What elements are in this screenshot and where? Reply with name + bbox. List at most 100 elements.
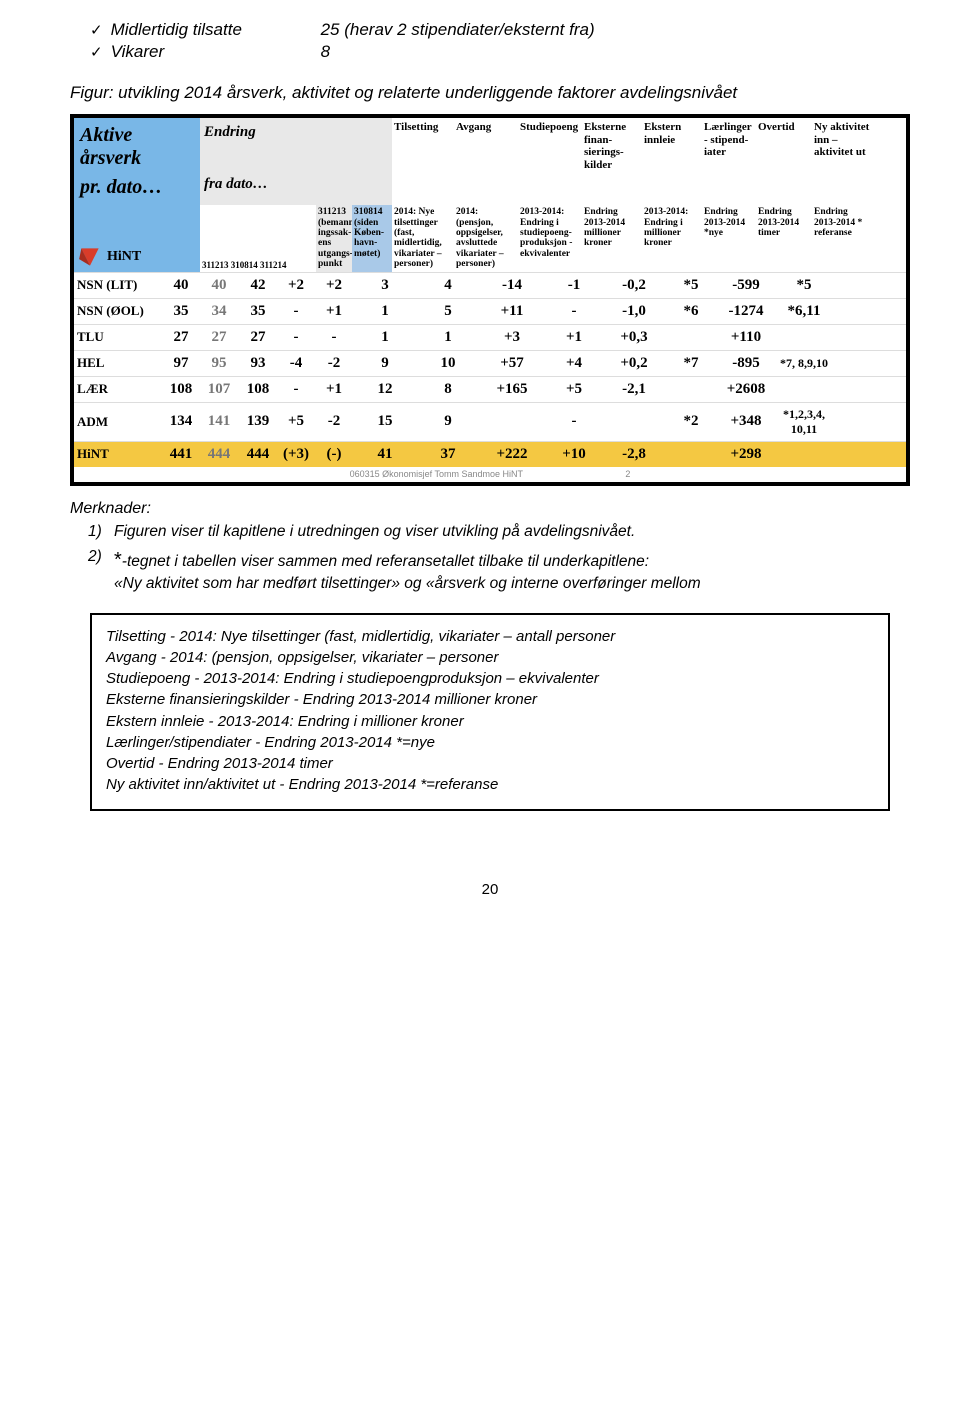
cell: +0,3	[604, 325, 664, 350]
cell: 4	[416, 273, 480, 298]
cell: 27	[238, 325, 278, 350]
cell: *5	[664, 273, 718, 298]
cell: 40	[200, 273, 238, 298]
merk-num: 1)	[88, 522, 114, 543]
cell: 108	[238, 377, 278, 402]
cell: -1274	[718, 299, 774, 324]
legend-line: Overtid - Endring 2013-2014 timer	[106, 754, 874, 774]
cell: 139	[238, 403, 278, 441]
cell: -599	[718, 273, 774, 298]
cell	[774, 442, 834, 467]
cell	[774, 377, 834, 402]
page-number: 20	[70, 881, 910, 898]
cell: -	[278, 325, 314, 350]
check-icon: ✓	[90, 43, 103, 61]
cell: 3	[354, 273, 416, 298]
cell: +348	[718, 403, 774, 441]
cell: +3	[480, 325, 544, 350]
top-list: ✓ Midlertidig tilsatte 25 (herav 2 stipe…	[90, 20, 910, 62]
cell: 35	[238, 299, 278, 324]
sub-col-header: 2013-2014: Endring i studiepoeng-produks…	[518, 205, 582, 272]
col-header: Ny aktivitet inn – aktivitet ut	[812, 118, 872, 176]
cell: 107	[200, 377, 238, 402]
cell: +11	[480, 299, 544, 324]
chart-footer: 060315 Økonomisjef Tomm Sandmoe HiNT	[350, 469, 523, 479]
merknader-title: Merknader:	[70, 500, 910, 518]
legend-line: Ny aktivitet inn/aktivitet ut - Endring …	[106, 775, 874, 795]
cell: -	[544, 403, 604, 441]
col-header: Studiepoeng	[518, 118, 582, 176]
legend-box: Tilsetting - 2014: Nye tilsettinger (fas…	[90, 613, 890, 811]
header-left2: pr. dato…	[74, 176, 200, 205]
sub-col-header: 2014: Nye tilsettinger (fast, midlertidi…	[392, 205, 454, 272]
cell: *6	[664, 299, 718, 324]
cell: +2	[278, 273, 314, 298]
cell: -2	[314, 351, 354, 376]
row-name: ADM	[74, 403, 162, 441]
row-name: TLU	[74, 325, 162, 350]
cell: 5	[416, 299, 480, 324]
cell: -1,0	[604, 299, 664, 324]
cell: -895	[718, 351, 774, 376]
cell: -	[278, 377, 314, 402]
top-label: Midlertidig tilsatte	[111, 20, 321, 40]
sub-col-header: Endring 2013-2014 *nye	[702, 205, 756, 272]
cell: +110	[718, 325, 774, 350]
sub-col-header: Endring 2013-2014 timer	[756, 205, 812, 272]
cell: 40	[162, 273, 200, 298]
cell: -2	[314, 403, 354, 441]
header-left: Aktive årsverk	[74, 118, 200, 176]
top-label: Vikarer	[111, 42, 321, 62]
cell: 10	[416, 351, 480, 376]
cell	[664, 325, 718, 350]
cell: *7	[664, 351, 718, 376]
cell: +165	[480, 377, 544, 402]
cell: -	[544, 299, 604, 324]
check-icon: ✓	[90, 21, 103, 39]
figure-title: Figur: utvikling 2014 årsverk, aktivitet…	[70, 82, 910, 104]
cell: -0,2	[604, 273, 664, 298]
legend-line: Ekstern innleie - 2013-2014: Endring i m…	[106, 712, 874, 732]
cell: (+3)	[278, 442, 314, 467]
cell: *7, 8,9,10	[774, 351, 834, 376]
legend-line: Studiepoeng - 2013-2014: Endring i studi…	[106, 669, 874, 689]
cell: +5	[278, 403, 314, 441]
merk-text: Figuren viser til kapitlene i utredninge…	[114, 522, 910, 543]
row-name: HiNT	[74, 442, 162, 467]
hint-logo-icon	[77, 246, 103, 268]
cell: 108	[162, 377, 200, 402]
cell: +10	[544, 442, 604, 467]
cell	[604, 403, 664, 441]
cell: 37	[416, 442, 480, 467]
cell: -14	[480, 273, 544, 298]
cell	[774, 325, 834, 350]
sub-col-header: 2013-2014: Endring i millioner kroner	[642, 205, 702, 272]
legend-line: Eksterne finansieringskilder - Endring 2…	[106, 690, 874, 710]
cell: 444	[238, 442, 278, 467]
cell: +1	[544, 325, 604, 350]
sub-col-header: 2014: (pensjon, oppsigelser, avsluttede …	[454, 205, 518, 272]
merk-num: 2)	[88, 547, 114, 595]
cell	[664, 377, 718, 402]
cell: +5	[544, 377, 604, 402]
sub-col-header: Endring 2013-2014 * referanse	[812, 205, 872, 272]
merknader-section: Merknader: 1) Figuren viser til kapitlen…	[70, 500, 910, 595]
col-header: Tilsetting	[392, 118, 454, 176]
chart-frame: Aktive årsverk Endring TilsettingAvgangS…	[70, 114, 910, 486]
cell: +1	[314, 299, 354, 324]
cell: -	[278, 299, 314, 324]
cell: 27	[200, 325, 238, 350]
cell: 97	[162, 351, 200, 376]
row-name: LÆR	[74, 377, 162, 402]
cell: 134	[162, 403, 200, 441]
cell: -2,1	[604, 377, 664, 402]
col-header: Avgang	[454, 118, 518, 176]
row-name: HEL	[74, 351, 162, 376]
cell: -4	[278, 351, 314, 376]
cell: +222	[480, 442, 544, 467]
cell: 93	[238, 351, 278, 376]
cell: +2	[314, 273, 354, 298]
cell: -2,8	[604, 442, 664, 467]
cell: *5	[774, 273, 834, 298]
hint-label: HiNT	[107, 249, 141, 265]
